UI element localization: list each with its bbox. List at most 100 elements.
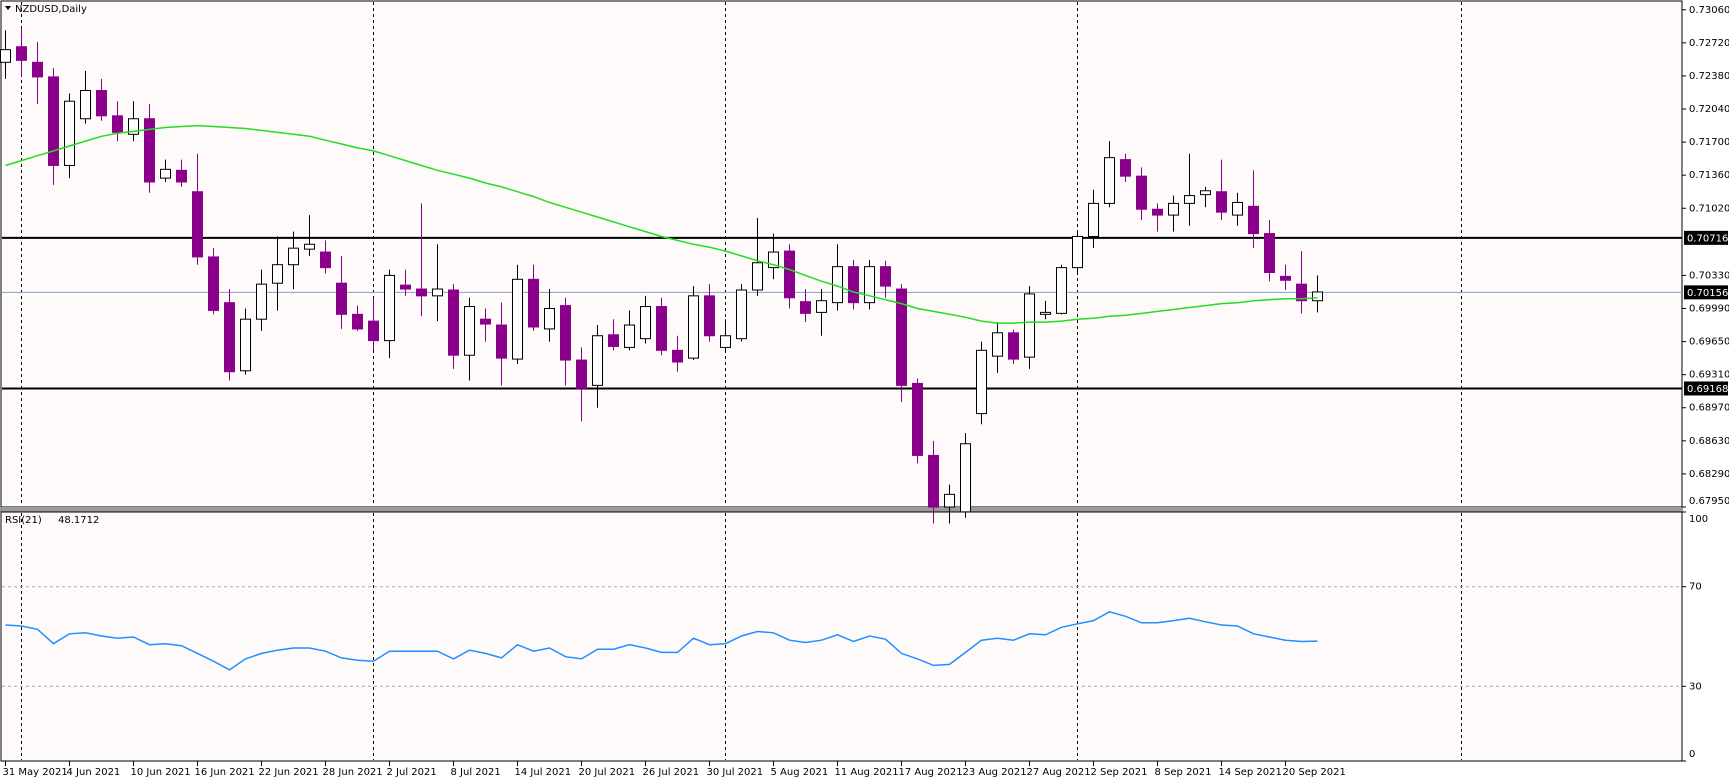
x-tick-label: 27 Aug 2021 (1027, 767, 1091, 778)
candle-body (1120, 159, 1131, 177)
x-tick-label: 14 Sep 2021 (1219, 767, 1282, 778)
candle-body (480, 318, 491, 325)
candle-body (1232, 201, 1243, 216)
candle-body (96, 90, 107, 117)
candle-body (496, 324, 507, 359)
candle-body (912, 382, 923, 456)
candle-body (32, 61, 43, 78)
level-label: 0.69168 (1687, 384, 1728, 395)
candle-body (848, 266, 859, 304)
candle-body (512, 278, 523, 360)
x-tick-label: 23 Aug 2021 (963, 767, 1027, 778)
x-tick-label: 31 May 2021 (3, 767, 68, 778)
x-tick-label: 14 Jul 2021 (515, 767, 572, 778)
candle-body (944, 493, 955, 508)
candle-body (1056, 267, 1067, 314)
level-label-box (1684, 381, 1728, 396)
candle-body (240, 318, 251, 372)
candle-body (784, 250, 795, 299)
moving-average (5, 124, 1318, 324)
candle-body (352, 313, 363, 330)
candle-body (400, 284, 411, 290)
candle-body (464, 306, 475, 356)
price-panel (0, 0, 1683, 508)
candle-body (608, 334, 619, 347)
candle-body (80, 90, 91, 120)
candle-body (752, 262, 763, 291)
candle-body (1024, 293, 1035, 358)
y-tick-label: 0.69650 (1689, 337, 1729, 348)
candle-body (1088, 202, 1099, 237)
candle-body (1040, 311, 1051, 315)
candle-body (576, 359, 587, 389)
candle-body (1312, 291, 1323, 302)
x-tick-label: 28 Jun 2021 (323, 767, 383, 778)
candle-body (320, 251, 331, 269)
candle-body (256, 283, 267, 320)
candle-body (432, 288, 443, 297)
candle-body (528, 278, 539, 328)
y-tick-label: 0 (1689, 749, 1695, 760)
candle-body (48, 76, 59, 166)
candle-body (656, 306, 667, 351)
rsi-current: 48.1712 (58, 515, 99, 526)
candle-body (416, 288, 427, 297)
candle-body (336, 282, 347, 315)
y-tick-label: 0.71020 (1689, 203, 1729, 214)
x-tick-label: 20 Sep 2021 (1283, 767, 1346, 778)
candle-body (160, 168, 171, 179)
y-tick-label: 0.71360 (1689, 170, 1729, 181)
candle-body (704, 295, 715, 337)
x-tick-label: 11 Aug 2021 (835, 767, 899, 778)
candle-body (16, 46, 27, 61)
y-tick-label: 0.68630 (1689, 436, 1729, 447)
candle-body (976, 349, 987, 415)
candle-body (592, 335, 603, 386)
candle-body (688, 295, 699, 359)
candle-body (368, 320, 379, 342)
candle-body (1184, 195, 1195, 204)
x-tick-label: 17 Aug 2021 (899, 767, 963, 778)
level-label-box (1684, 230, 1728, 245)
candle-body (800, 301, 811, 314)
chart-title: NZDUSD,Daily (15, 4, 87, 15)
x-tick-label: 22 Jun 2021 (259, 767, 319, 778)
panel-separator (0, 507, 1683, 512)
x-tick-label: 26 Jul 2021 (643, 767, 700, 778)
candle-body (768, 251, 779, 269)
x-tick-label: 2 Sep 2021 (1091, 767, 1148, 778)
candle-body (1296, 283, 1307, 302)
x-tick-label: 20 Jul 2021 (579, 767, 636, 778)
candle-body (816, 300, 827, 313)
last-price-label: 0.70156 (1687, 288, 1728, 299)
candle-body (1152, 208, 1163, 216)
y-tick-label: 0.71700 (1689, 137, 1729, 148)
y-tick-label: 0.67950 (1689, 496, 1729, 507)
last-price-label-box (1684, 285, 1728, 300)
rsi-line (5, 610, 1318, 671)
candle-body (448, 289, 459, 356)
rsi-title: RSI(21) (5, 515, 42, 526)
candle-body (736, 289, 747, 340)
y-tick-label: 0.72720 (1689, 38, 1729, 49)
y-tick-label: 0.70330 (1689, 270, 1729, 281)
candle-body (864, 266, 875, 304)
candle-body (144, 118, 155, 183)
x-tick-label: 2 Jul 2021 (387, 767, 437, 778)
x-tick-label: 8 Jul 2021 (451, 767, 501, 778)
x-tick-label: 5 Aug 2021 (771, 767, 829, 778)
candle-body (224, 302, 235, 373)
candle-body (544, 307, 555, 330)
menu-icon[interactable] (5, 6, 11, 10)
candle-body (896, 288, 907, 386)
y-tick-label: 0.73060 (1689, 5, 1729, 16)
candle-body (960, 443, 971, 513)
candle-body (1104, 157, 1115, 204)
y-tick-label: 0.69990 (1689, 303, 1729, 314)
y-tick-label: 70 (1689, 582, 1702, 593)
candle-body (1216, 191, 1227, 213)
candle-body (672, 349, 683, 363)
candle-body (128, 118, 139, 135)
candle-body (1248, 205, 1259, 235)
